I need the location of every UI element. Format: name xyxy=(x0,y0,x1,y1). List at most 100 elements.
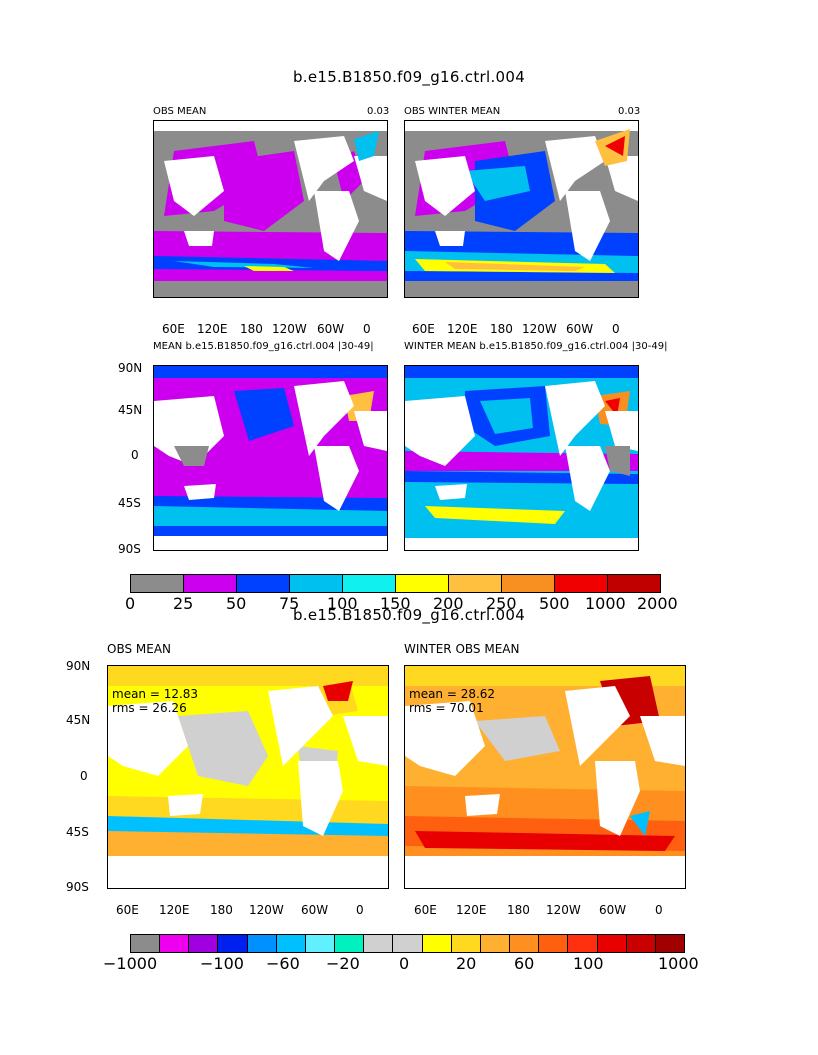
colorbar-top-bin xyxy=(184,575,237,592)
colorbar-bottom-bin xyxy=(655,935,684,952)
lon-tick-0-p6: 0 xyxy=(655,903,663,917)
lat-tick-45n-p3: 45N xyxy=(118,403,143,417)
colorbar-bottom-bin xyxy=(568,935,598,952)
colorbar-bottom-bin xyxy=(335,935,365,952)
stat-mean-winter: mean = 28.62 xyxy=(409,687,496,701)
lon-tick-180-p2: 180 xyxy=(490,322,513,336)
colorbar-bottom-bin xyxy=(305,935,336,952)
lat-tick-90s-p5: 90S xyxy=(66,880,89,894)
map-diff-winter-obs-mean xyxy=(405,666,685,888)
map-panel-obs-winter-mean xyxy=(404,120,639,298)
colorbar-bottom-bin xyxy=(480,935,511,952)
map-obs-winter-mean xyxy=(405,121,638,297)
lon-tick-180-p1: 180 xyxy=(240,322,263,336)
lon-tick-120e-p6: 120E xyxy=(456,903,487,917)
cbar-top-label: 0 xyxy=(125,594,136,613)
colorbar-bottom-bin xyxy=(597,935,627,952)
cbar-bottom-label: −60 xyxy=(266,954,300,973)
cbar-top-label: 100 xyxy=(327,594,358,613)
lon-tick-60w-p5: 60W xyxy=(301,903,329,917)
panel-label-model-winter-mean: WINTER MEAN b.e15.B1850.f09_g16.ctrl.004… xyxy=(404,341,668,352)
colorbar-bottom-bin xyxy=(131,935,161,952)
colorbar-bottom-bin xyxy=(626,935,656,952)
map-panel-model-winter-mean xyxy=(404,365,639,551)
map-diff-obs-mean xyxy=(108,666,388,888)
colorbar-top-bin xyxy=(555,575,608,592)
panel-label-obs-winter-mean: OBS WINTER MEAN xyxy=(404,106,501,117)
cbar-top-label: 25 xyxy=(173,594,194,613)
lat-tick-90n-p5: 90N xyxy=(66,659,91,673)
cbar-bottom-label: −1000 xyxy=(103,954,158,973)
lon-tick-60e-p2: 60E xyxy=(412,322,435,336)
cbar-top-label: 150 xyxy=(380,594,411,613)
map-model-winter-mean xyxy=(405,366,638,550)
lon-tick-60e-p5: 60E xyxy=(116,903,139,917)
panel-label-diff-winter-obs-mean: WINTER OBS MEAN xyxy=(404,642,520,656)
panel-label-obs-mean: OBS MEAN xyxy=(153,106,207,117)
panel-label-diff-obs-mean: OBS MEAN xyxy=(107,642,172,656)
colorbar-top-bin xyxy=(608,575,660,592)
map-panel-diff-winter-obs-mean xyxy=(404,665,686,889)
lat-tick-45s-p3: 45S xyxy=(118,496,141,510)
lon-tick-60w-p1: 60W xyxy=(317,322,345,336)
lon-tick-120w-p2: 120W xyxy=(522,322,557,336)
colorbar-top-bin xyxy=(290,575,343,592)
colorbar-top-bin xyxy=(131,575,184,592)
cbar-bottom-label: −20 xyxy=(326,954,360,973)
lon-tick-60w-p6: 60W xyxy=(599,903,627,917)
stat-mean-obs: mean = 12.83 xyxy=(112,687,199,701)
cbar-bottom-label: 60 xyxy=(514,954,535,973)
cbar-top-label: 2000 xyxy=(637,594,678,613)
colorbar-bottom-bin xyxy=(539,935,569,952)
map-obs-mean xyxy=(154,121,387,297)
panel-value-obs-winter-mean: 0.03 xyxy=(618,106,641,117)
panel-value-obs-mean: 0.03 xyxy=(367,106,390,117)
colorbar-bottom-bin xyxy=(451,935,481,952)
cbar-bottom-label: 1000 xyxy=(658,954,699,973)
colorbar-bottom-bin xyxy=(189,935,219,952)
map-panel-obs-mean xyxy=(153,120,388,298)
bottom-figure-title: b.e15.B1850.f09_g16.ctrl.004 xyxy=(292,606,526,624)
cbar-bottom-label: 20 xyxy=(456,954,477,973)
map-panel-model-mean xyxy=(153,365,388,551)
colorbar-bottom-bin xyxy=(510,935,540,952)
lon-tick-180-p5: 180 xyxy=(210,903,233,917)
panel-label-model-mean: MEAN b.e15.B1850.f09_g16.ctrl.004 |30-49… xyxy=(153,341,374,352)
cbar-bottom-label: 100 xyxy=(573,954,604,973)
colorbar-bottom-bin xyxy=(393,935,423,952)
stat-rms-obs: rms = 26.26 xyxy=(112,701,187,715)
cbar-top-label: 250 xyxy=(486,594,517,613)
colorbar-bottom-bin xyxy=(160,935,190,952)
lat-tick-0-p3: 0 xyxy=(131,448,139,462)
cbar-top-label: 1000 xyxy=(585,594,626,613)
lon-tick-180-p6: 180 xyxy=(507,903,530,917)
colorbar-bottom-bin xyxy=(247,935,277,952)
lon-tick-120w-p1: 120W xyxy=(272,322,307,336)
colorbar-top-bin xyxy=(343,575,396,592)
cbar-top-label: 500 xyxy=(539,594,570,613)
lon-tick-0-p5: 0 xyxy=(356,903,364,917)
lon-tick-0-p1: 0 xyxy=(363,322,371,336)
lat-tick-45s-p5: 45S xyxy=(66,825,89,839)
colorbar-bottom xyxy=(130,934,685,953)
colorbar-top xyxy=(130,574,661,593)
lon-tick-120w-p6: 120W xyxy=(546,903,581,917)
colorbar-bottom-bin xyxy=(218,935,248,952)
lat-tick-45n-p5: 45N xyxy=(66,713,91,727)
colorbar-top-bin xyxy=(449,575,502,592)
lon-tick-60e-p1: 60E xyxy=(162,322,185,336)
lon-tick-0-p2: 0 xyxy=(612,322,620,336)
lon-tick-120e-p5: 120E xyxy=(159,903,190,917)
colorbar-bottom-bin xyxy=(364,935,394,952)
map-panel-diff-obs-mean xyxy=(107,665,389,889)
cbar-top-label: 75 xyxy=(279,594,300,613)
colorbar-top-bin xyxy=(396,575,449,592)
lon-tick-120w-p5: 120W xyxy=(249,903,284,917)
colorbar-top-bin xyxy=(237,575,290,592)
cbar-top-label: 200 xyxy=(433,594,464,613)
colorbar-top-bin xyxy=(502,575,555,592)
colorbar-bottom-bin xyxy=(276,935,306,952)
colorbar-bottom-bin xyxy=(422,935,452,952)
lon-tick-60w-p2: 60W xyxy=(566,322,594,336)
top-figure-title: b.e15.B1850.f09_g16.ctrl.004 xyxy=(292,68,526,86)
